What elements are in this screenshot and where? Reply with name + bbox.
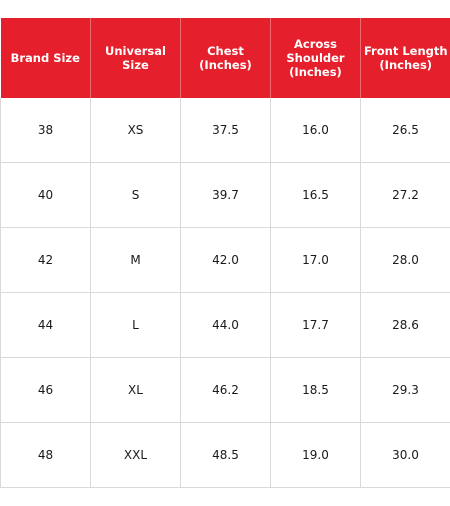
cell-across-shoulder: 16.0	[270, 98, 361, 163]
size-chart: Brand Size Universal Size Chest (Inches) …	[0, 18, 450, 488]
table-row: 46 XL 46.2 18.5 29.3	[0, 357, 450, 423]
cell-chest: 37.5	[180, 98, 271, 163]
cell-front-length: 30.0	[360, 422, 450, 488]
cell-brand-size: 40	[0, 162, 91, 228]
cell-across-shoulder: 16.5	[270, 162, 361, 228]
cell-universal-size: XL	[90, 357, 181, 423]
cell-universal-size: S	[90, 162, 181, 228]
cell-across-shoulder: 17.0	[270, 227, 361, 293]
header-row: Brand Size Universal Size Chest (Inches) …	[0, 18, 450, 98]
cell-brand-size: 48	[0, 422, 91, 488]
cell-front-length: 26.5	[360, 98, 450, 163]
header-brand-size: Brand Size	[0, 18, 91, 98]
cell-front-length: 28.6	[360, 292, 450, 358]
cell-brand-size: 46	[0, 357, 91, 423]
cell-chest: 46.2	[180, 357, 271, 423]
table-row: 48 XXL 48.5 19.0 30.0	[0, 422, 450, 488]
cell-across-shoulder: 19.0	[270, 422, 361, 488]
cell-universal-size: L	[90, 292, 181, 358]
cell-across-shoulder: 18.5	[270, 357, 361, 423]
cell-chest: 44.0	[180, 292, 271, 358]
cell-front-length: 29.3	[360, 357, 450, 423]
table-row: 42 M 42.0 17.0 28.0	[0, 227, 450, 293]
cell-chest: 42.0	[180, 227, 271, 293]
table-row: 38 XS 37.5 16.0 26.5	[0, 98, 450, 163]
table-row: 40 S 39.7 16.5 27.2	[0, 162, 450, 228]
cell-universal-size: XS	[90, 98, 181, 163]
table-row: 44 L 44.0 17.7 28.6	[0, 292, 450, 358]
cell-universal-size: XXL	[90, 422, 181, 488]
cell-front-length: 28.0	[360, 227, 450, 293]
cell-universal-size: M	[90, 227, 181, 293]
header-across-shoulder: Across Shoulder (Inches)	[270, 18, 361, 98]
cell-brand-size: 38	[0, 98, 91, 163]
cell-across-shoulder: 17.7	[270, 292, 361, 358]
cell-chest: 39.7	[180, 162, 271, 228]
header-front-length: Front Length (Inches)	[360, 18, 450, 98]
header-chest: Chest (Inches)	[180, 18, 271, 98]
size-chart-table: Brand Size Universal Size Chest (Inches) …	[0, 18, 450, 488]
cell-front-length: 27.2	[360, 162, 450, 228]
cell-brand-size: 42	[0, 227, 91, 293]
cell-chest: 48.5	[180, 422, 271, 488]
cell-brand-size: 44	[0, 292, 91, 358]
header-universal-size: Universal Size	[90, 18, 181, 98]
